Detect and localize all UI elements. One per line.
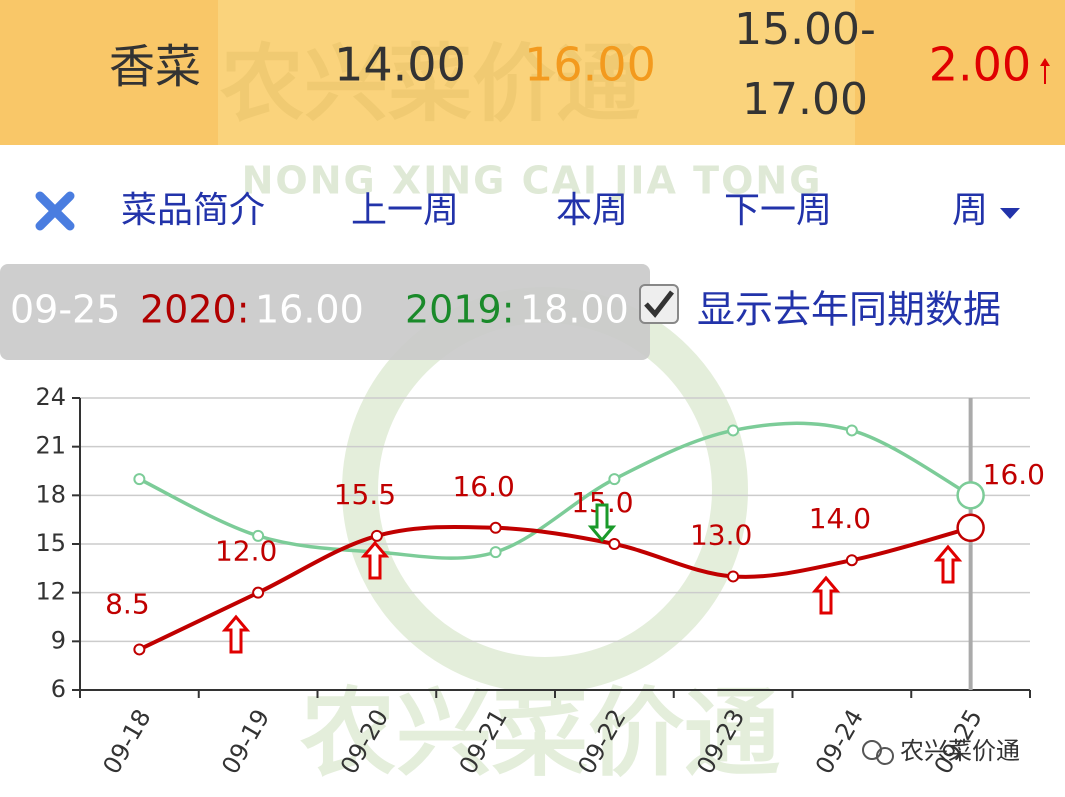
y-tick-label: 18 [35, 480, 66, 508]
point [252, 586, 265, 599]
y-tick-label: 12 [35, 578, 66, 606]
point [489, 546, 502, 559]
point [608, 538, 621, 550]
price-range: 17.00 [742, 74, 868, 125]
watermark: 农兴菜价通 [900, 737, 1020, 765]
header-change-cell [855, 0, 1065, 145]
watermark: 农兴菜价通 [220, 35, 640, 133]
y-tick-label: 24 [35, 383, 66, 411]
point [845, 554, 858, 567]
x-tick-label: 09-24 [810, 705, 869, 779]
value-label: 16.0 [983, 458, 1045, 491]
y-tick-label: 9 [51, 626, 66, 654]
tooltip-value: 18.00 [520, 288, 629, 332]
point [489, 521, 502, 534]
avg-price: 16.00 [524, 38, 656, 92]
y-tick-label: 6 [51, 675, 66, 703]
y-tick-label: 15 [35, 529, 66, 557]
point [727, 570, 740, 583]
y-tick-label: 21 [35, 432, 66, 460]
point [956, 481, 985, 510]
point [608, 473, 621, 486]
line-2019 [138, 421, 972, 560]
close-button[interactable] [35, 191, 75, 231]
value-label: 12.0 [215, 535, 277, 568]
checkbox[interactable] [639, 284, 679, 324]
x-tick-label: 09-18 [98, 705, 157, 779]
nav-this-week[interactable]: 本周 [556, 190, 628, 231]
value-label: 14.0 [809, 502, 871, 535]
wechat-watermark [862, 740, 894, 765]
point [370, 529, 383, 542]
value-label: 15.5 [334, 478, 396, 511]
period-select[interactable]: 周 [952, 190, 988, 231]
watermark-logo [342, 287, 748, 693]
point [845, 424, 858, 437]
x-tick-label: 09-19 [216, 705, 275, 779]
header-name-cell [0, 0, 218, 145]
tooltip-label: 2020: [140, 288, 250, 332]
value-label: 16.0 [452, 470, 514, 503]
price-change: 2.00 [929, 38, 1031, 92]
line-2020 [138, 524, 972, 652]
point [133, 643, 146, 656]
tooltip-date: 09-25 [10, 288, 120, 332]
point [727, 424, 740, 437]
point [252, 529, 265, 542]
point [956, 513, 985, 543]
watermark-pinyin: NONG XING CAI JIA TONG [242, 159, 823, 203]
change-arrows [221, 503, 963, 654]
tooltip [0, 264, 650, 360]
nav-next-week[interactable]: 下一周 [724, 190, 832, 231]
point [133, 473, 146, 486]
tooltip-value: 16.00 [255, 288, 364, 332]
dropdown-icon [1000, 208, 1020, 219]
checkbox-label[interactable]: 显示去年同期数据 [697, 288, 1001, 332]
tooltip-label: 2019: [405, 288, 515, 332]
up-icon [1040, 58, 1050, 84]
price-range: 15.00- [734, 4, 876, 55]
value-label: 13.0 [690, 518, 752, 551]
watermark: 农兴菜价通 [300, 677, 780, 789]
nav-intro[interactable]: 菜品简介 [121, 190, 265, 231]
value-label: 8.5 [105, 587, 150, 620]
vegetable-name: 香菜 [109, 40, 201, 94]
low-price: 14.00 [334, 38, 466, 92]
nav-prev-week[interactable]: 上一周 [351, 190, 459, 231]
